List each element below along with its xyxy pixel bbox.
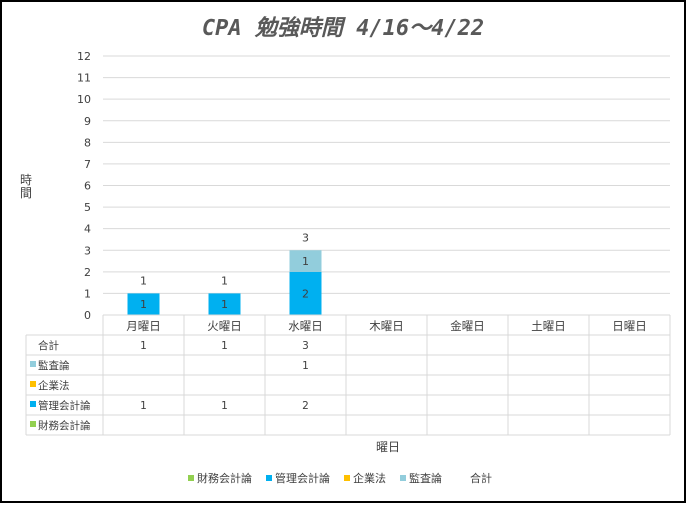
bar-data-label: 2 — [302, 287, 309, 300]
table-legend-key — [30, 361, 36, 367]
table-cell-value: 2 — [302, 400, 309, 412]
bar-data-label: 1 — [140, 298, 147, 311]
x-axis-title: 曜日 — [376, 440, 400, 454]
legend-label: 財務会計論 — [197, 471, 252, 485]
y-tick-label: 12 — [77, 50, 91, 63]
table-row-label: 財務会計論 — [38, 419, 91, 432]
x-tick-label: 木曜日 — [369, 319, 404, 333]
total-data-label: 3 — [302, 231, 309, 244]
y-tick-label: 1 — [84, 287, 91, 300]
y-tick-label: 8 — [84, 136, 91, 149]
x-tick-label: 月曜日 — [126, 319, 161, 333]
total-data-label: 1 — [140, 274, 147, 287]
table-legend-key — [30, 421, 36, 427]
table-legend-key — [30, 401, 36, 407]
legend-label: 合計 — [470, 471, 492, 485]
gridlines — [103, 55, 670, 316]
bar-segment — [127, 293, 160, 315]
table-cell-value: 3 — [302, 340, 309, 352]
legend-label: 監査論 — [409, 471, 442, 485]
total-data-label: 1 — [221, 274, 228, 287]
table-row-label: 監査論 — [38, 359, 70, 372]
table-row-label: 企業法 — [38, 379, 70, 392]
table-cell-value: 1 — [221, 340, 228, 352]
x-tick-label: 火曜日 — [207, 319, 242, 333]
legend-key — [188, 475, 194, 481]
y-axis-title-char: 間 — [20, 186, 32, 200]
y-tick-label: 0 — [84, 309, 91, 322]
y-tick-label: 11 — [77, 72, 91, 85]
bar-data-label: 1 — [302, 255, 309, 268]
table-legend-key — [30, 381, 36, 387]
y-tick-label: 2 — [84, 266, 91, 279]
legend-key — [400, 475, 406, 481]
bars: 1 1 1 1 2 1 3 — [127, 231, 322, 315]
x-tick-label: 水曜日 — [288, 319, 323, 333]
x-tick-label: 土曜日 — [531, 319, 566, 333]
legend: 財務会計論 管理会計論 企業法 監査論 合計 — [188, 471, 492, 485]
legend-label: 企業法 — [353, 471, 386, 485]
legend-key — [344, 475, 350, 481]
x-tick-label: 日曜日 — [612, 319, 647, 333]
table-row-label: 管理会計論 — [38, 399, 91, 412]
bar-segment — [289, 250, 322, 272]
legend-key — [266, 475, 272, 481]
legend-label: 管理会計論 — [275, 471, 330, 485]
y-tick-label: 3 — [84, 244, 91, 257]
y-tick-label: 10 — [77, 93, 91, 106]
x-tick-label: 金曜日 — [450, 319, 485, 333]
bar-segment — [289, 271, 322, 315]
table-cell-value: 1 — [302, 360, 309, 372]
y-tick-label: 4 — [84, 223, 91, 236]
y-axis-title: 時間 — [20, 173, 32, 200]
y-tick-label: 9 — [84, 115, 91, 128]
y-tick-label: 6 — [84, 180, 91, 193]
table-row-label: 合計 — [38, 339, 59, 352]
y-tick-label: 5 — [84, 201, 91, 214]
chart-title: CPA 勉強時間 4/16～4/22 — [202, 16, 484, 41]
table-cell-value: 1 — [140, 400, 147, 412]
bar-data-label: 1 — [221, 298, 228, 311]
y-axis-title-char: 時 — [20, 173, 32, 187]
table-cell-value: 1 — [140, 340, 147, 352]
y-tick-label: 7 — [84, 158, 91, 171]
bar-segment — [208, 293, 241, 315]
table-cell-value: 1 — [221, 400, 228, 412]
